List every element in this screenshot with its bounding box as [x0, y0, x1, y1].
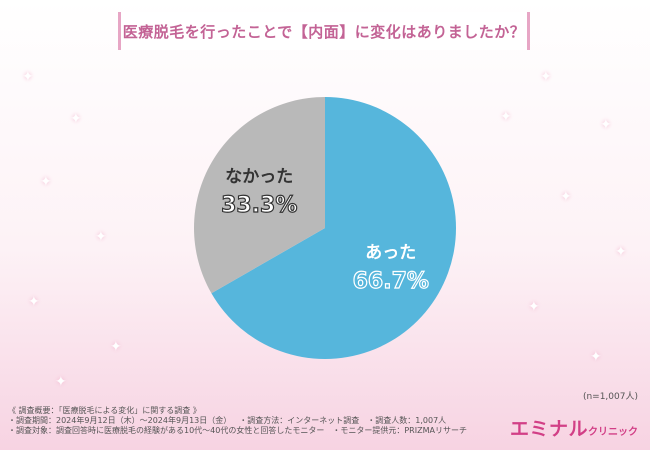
- logo-sub: クリニック: [588, 427, 638, 438]
- sparkle-icon: ✦: [590, 349, 602, 365]
- sparkle-icon: ✦: [615, 244, 627, 260]
- footer-row-1: ・調査期間：2024年9月12日（木）～2024年9月13日（金） ・調査方法：イ…: [8, 416, 467, 426]
- pie-slice-1: [211, 97, 456, 359]
- slice-label-2: なかった: [225, 167, 293, 187]
- slice-value-1: 66.7%: [353, 269, 429, 294]
- sparkle-icon: ✦: [22, 69, 34, 85]
- sparkle-icon: ✦: [55, 374, 67, 390]
- sparkle-icon: ✦: [70, 111, 82, 127]
- pie-slice-2: [193, 97, 325, 294]
- footer-provider: ・モニター提供元：PRIZMAリサーチ: [332, 426, 467, 435]
- slice-value-2: 33.3%: [221, 193, 297, 218]
- sparkle-icon: ✦: [95, 229, 107, 245]
- footer-target: ・調査対象：調査回答時に医療脱毛の経験がある10代～40代の女性と回答したモニタ…: [8, 426, 325, 435]
- sparkle-icon: ✦: [540, 69, 552, 85]
- footer-summary: 《 調査概要：「医療脱毛による変化」に関する調査 》: [8, 406, 201, 415]
- sparkle-icon: ✦: [40, 174, 52, 190]
- eminal-clinic-logo: エミナルクリニック: [510, 414, 638, 441]
- footer-method: ・調査方法：インターネット調査: [239, 416, 360, 425]
- sample-size-note: (n=1,007人): [582, 392, 638, 402]
- footer-period: ・調査期間：2024年9月12日（木）～2024年9月13日（金）: [8, 416, 232, 425]
- sparkle-icon: ✦: [560, 189, 572, 205]
- slice-label-1: あった: [365, 243, 416, 263]
- sparkle-icon: ✦: [600, 117, 612, 133]
- sparkle-icon: ✦: [28, 294, 40, 310]
- chart-title-box: 医療脱毛を行ったことで【内面】に変化はありましたか？: [118, 12, 530, 50]
- survey-footer: 《 調査概要：「医療脱毛による変化」に関する調査 》 ・調査期間：2024年9月…: [8, 406, 467, 436]
- sparkle-icon: ✦: [528, 299, 540, 315]
- logo-main: エミナル: [509, 418, 588, 440]
- footer-count: ・調査人数：1,007人: [367, 416, 447, 425]
- footer-row-2: ・調査対象：調査回答時に医療脱毛の経験がある10代～40代の女性と回答したモニタ…: [8, 426, 467, 436]
- sparkle-icon: ✦: [110, 339, 122, 355]
- sparkle-icon: ✦: [500, 109, 512, 125]
- chart-title: 医療脱毛を行ったことで【内面】に変化はありましたか？: [122, 22, 526, 41]
